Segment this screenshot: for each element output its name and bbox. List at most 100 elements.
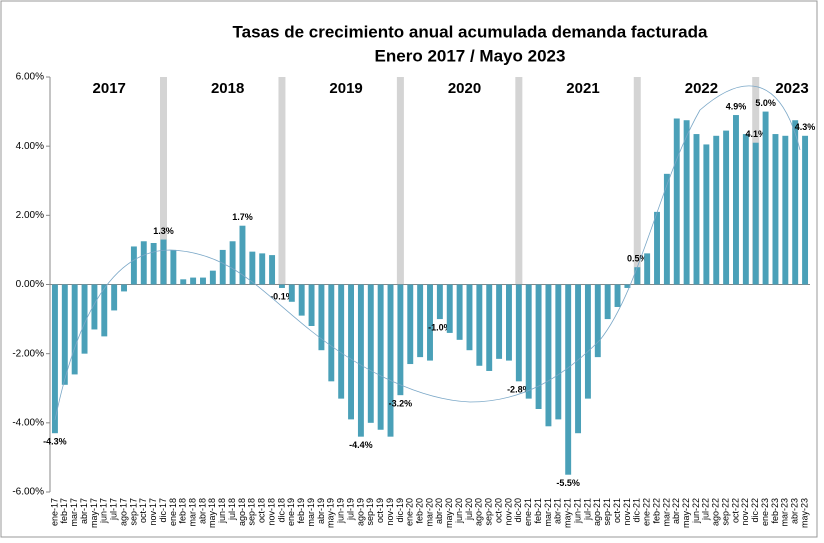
x-tick-label: mar-19: [306, 498, 316, 527]
x-tick-label: abr-19: [316, 498, 326, 524]
year-separator: [396, 77, 404, 285]
bar: [338, 284, 345, 399]
value-label: -0.1%: [270, 291, 294, 301]
value-label: 0.5%: [627, 254, 648, 264]
x-tick-label: may-23: [799, 498, 809, 528]
value-label: -2.8%: [507, 385, 531, 395]
x-tick-label: abr-20: [434, 498, 444, 524]
x-tick-label: abr-23: [790, 498, 800, 524]
chart-title: Tasas de crecimiento anual acumulada dem…: [233, 22, 708, 41]
bar: [367, 284, 374, 423]
bar: [436, 284, 443, 320]
bar: [624, 284, 631, 288]
bar: [269, 255, 276, 285]
bar: [604, 284, 611, 320]
x-tick-label: abr-22: [671, 498, 681, 524]
year-label: 2022: [685, 80, 718, 97]
bar: [723, 130, 730, 285]
bar: [525, 284, 532, 399]
x-tick-label: nov-22: [740, 498, 750, 526]
x-tick-label: abr-17: [79, 498, 89, 524]
bar: [456, 284, 463, 340]
bar: [150, 243, 157, 285]
bar: [446, 284, 453, 333]
x-tick-label: ene-19: [286, 498, 296, 526]
bar: [575, 284, 582, 434]
x-tick-label: dic-21: [632, 498, 642, 523]
bar: [673, 118, 680, 285]
y-tick-label: -2.00%: [12, 348, 44, 359]
x-tick-label: may-17: [89, 498, 99, 528]
x-tick-label: feb-23: [770, 498, 780, 524]
y-tick-label: -4.00%: [12, 417, 44, 428]
year-label: 2021: [566, 80, 599, 97]
bar: [713, 135, 720, 285]
x-tick-label: ago-17: [118, 498, 128, 526]
bar: [288, 284, 295, 302]
bar: [782, 135, 789, 285]
x-tick-label: oct-17: [138, 498, 148, 523]
bar: [239, 225, 246, 285]
x-tick-label: jun-19: [336, 498, 346, 524]
bar: [51, 284, 58, 434]
x-tick-label: feb-18: [178, 498, 188, 524]
bar: [170, 249, 177, 285]
x-tick-label: mar-17: [69, 498, 79, 527]
bar: [486, 284, 493, 371]
bar: [298, 284, 305, 316]
x-tick-label: jul-22: [701, 498, 711, 521]
value-label: -1.0%: [428, 322, 452, 332]
x-tick-label: abr-21: [553, 498, 563, 524]
bar: [644, 253, 651, 285]
x-tick-label: sep-19: [365, 498, 375, 526]
x-tick-label: oct-20: [493, 498, 503, 523]
bar: [802, 135, 809, 285]
bar: [249, 251, 256, 285]
year-separator: [633, 77, 641, 285]
x-tick-label: mar-22: [661, 498, 671, 527]
x-tick-label: jul-18: [227, 498, 237, 521]
bar: [634, 267, 641, 285]
bar: [515, 284, 522, 382]
bar: [762, 111, 769, 285]
x-tick-label: sep-18: [247, 498, 257, 526]
year-label: 2023: [775, 80, 808, 97]
x-tick-label: sep-22: [720, 498, 730, 526]
year-label: 2019: [329, 80, 362, 97]
x-tick-label: jul-21: [582, 498, 592, 521]
value-label: 1.7%: [232, 212, 253, 222]
x-tick-label: sep-20: [484, 498, 494, 526]
bar: [427, 284, 433, 361]
bar: [565, 284, 572, 475]
x-tick-label: feb-21: [533, 498, 543, 524]
value-label: 1.3%: [153, 226, 174, 236]
x-tick-label: ago-18: [237, 498, 247, 526]
x-tick-label: jul-17: [109, 498, 119, 521]
bar: [81, 284, 88, 354]
bar: [318, 284, 325, 351]
x-tick-label: ene-18: [168, 498, 178, 526]
bar: [733, 115, 739, 285]
bar: [278, 284, 285, 288]
x-tick-label: mar-20: [424, 498, 434, 527]
bar: [308, 284, 315, 326]
value-label: 4.1%: [745, 129, 766, 139]
x-tick-label: nov-19: [385, 498, 395, 526]
chart-subtitle: Enero 2017 / Mayo 2023: [375, 46, 566, 65]
year-separator: [515, 77, 523, 285]
value-label: 4.9%: [726, 101, 747, 111]
bar: [506, 284, 512, 361]
bar: [752, 142, 759, 285]
x-tick-label: nov-17: [148, 498, 158, 526]
x-tick-label: ene-23: [760, 498, 770, 526]
x-tick-label: jun-22: [691, 498, 701, 524]
x-tick-label: nov-18: [266, 498, 276, 526]
bar: [328, 284, 335, 382]
x-tick-label: may-19: [326, 498, 336, 528]
bar: [594, 284, 601, 358]
bar: [101, 284, 108, 337]
x-tick-label: may-21: [563, 498, 573, 528]
x-tick-label: abr-18: [197, 498, 207, 524]
x-tick-label: oct-22: [730, 498, 740, 523]
